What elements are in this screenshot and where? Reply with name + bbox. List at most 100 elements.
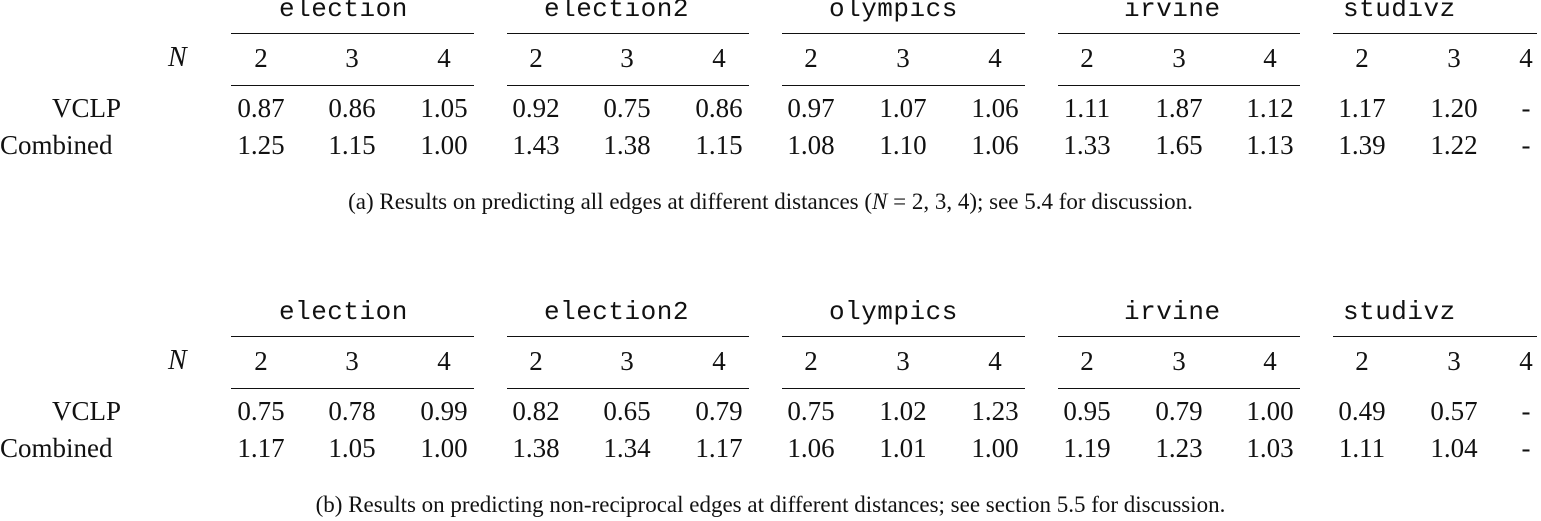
- cmidrule: [507, 336, 749, 338]
- table-cell: 1.17: [237, 433, 285, 463]
- table-cell: 1.15: [695, 130, 743, 160]
- table-cell: 1.87: [1155, 93, 1203, 123]
- table-cell: 1.00: [971, 433, 1019, 463]
- table-cell: 1.17: [1338, 93, 1386, 123]
- n-value: 3: [620, 346, 634, 376]
- table-cell: 1.06: [787, 433, 835, 463]
- table-cell: -: [1521, 93, 1531, 123]
- table-cell: 1.04: [1430, 433, 1478, 463]
- table-cell: 0.82: [512, 396, 560, 426]
- n-value: 2: [804, 43, 818, 73]
- table-cell: 1.07: [879, 93, 927, 123]
- cmidrule: [1058, 33, 1300, 35]
- table-cell: 1.05: [420, 93, 468, 123]
- row-label: Combined: [0, 433, 113, 463]
- cmidrule: [1058, 336, 1300, 338]
- table-cell: 0.65: [603, 396, 651, 426]
- n-value: 3: [1172, 346, 1186, 376]
- table-cell: 1.12: [1246, 93, 1294, 123]
- table-cell: 0.57: [1430, 396, 1478, 426]
- table-cell: 0.87: [237, 93, 285, 123]
- dataset-header: olympics: [829, 0, 958, 24]
- table-cell: 0.95: [1063, 396, 1111, 426]
- cmidrule: [507, 33, 749, 35]
- cmidrule: [231, 85, 474, 87]
- table-cell: 1.65: [1155, 130, 1203, 160]
- n-value: 3: [896, 346, 910, 376]
- table-cell: 0.75: [787, 396, 835, 426]
- n-value: 2: [1080, 346, 1094, 376]
- table-cell: 1.01: [879, 433, 927, 463]
- caption-b: (b) Results on predicting non-reciprocal…: [315, 492, 1226, 517]
- n-value: 2: [254, 346, 268, 376]
- n-value: 3: [345, 43, 359, 73]
- n-value: 2: [1080, 43, 1094, 73]
- n-label: N: [168, 42, 187, 73]
- table-cell: 1.00: [420, 130, 468, 160]
- row-label: VCLP: [52, 93, 122, 123]
- n-value: 4: [1519, 346, 1533, 376]
- table-cell: 1.03: [1246, 433, 1294, 463]
- dataset-header: olympics: [829, 297, 958, 327]
- dataset-header: studivz: [1343, 0, 1456, 24]
- n-value: 3: [1447, 43, 1461, 73]
- table-cell: -: [1521, 130, 1531, 160]
- cmidrule: [231, 33, 474, 35]
- table-cell: 0.78: [328, 396, 376, 426]
- table-cell: 1.33: [1063, 130, 1111, 160]
- dataset-header: studivz: [1343, 297, 1456, 327]
- table-cell: 1.23: [1155, 433, 1203, 463]
- table-cell: 0.79: [1155, 396, 1203, 426]
- n-value: 3: [1447, 346, 1461, 376]
- n-value: 4: [1263, 346, 1277, 376]
- n-value: 2: [1355, 346, 1369, 376]
- cmidrule: [507, 388, 749, 390]
- row-label: VCLP: [52, 396, 122, 426]
- table-cell: 1.38: [603, 130, 651, 160]
- table-cell: 1.06: [971, 93, 1019, 123]
- n-label: N: [168, 345, 187, 376]
- n-value: 2: [529, 43, 543, 73]
- table-cell: 1.02: [879, 396, 927, 426]
- table-cell: 0.75: [237, 396, 285, 426]
- table-cell: 1.17: [695, 433, 743, 463]
- cmidrule: [782, 336, 1025, 338]
- table-cell: 1.08: [787, 130, 835, 160]
- table-cell: 0.92: [512, 93, 560, 123]
- caption-a: (a) Results on predicting all edges at d…: [348, 189, 1193, 214]
- row-label: Combined: [0, 130, 113, 160]
- dataset-header: election2: [544, 297, 689, 327]
- cmidrule: [1058, 388, 1300, 390]
- table-cell: 0.97: [787, 93, 835, 123]
- table-cell: 0.79: [695, 396, 743, 426]
- n-value: 2: [529, 346, 543, 376]
- table-cell: 1.23: [971, 396, 1019, 426]
- cmidrule: [782, 85, 1025, 87]
- dataset-header: election2: [544, 0, 689, 24]
- cmidrule: [231, 388, 474, 390]
- n-value: 4: [1263, 43, 1277, 73]
- dataset-header: irvine: [1124, 0, 1221, 24]
- n-value: 3: [345, 346, 359, 376]
- cmidrule: [782, 33, 1025, 35]
- table-cell: 1.05: [328, 433, 376, 463]
- n-value: 4: [712, 346, 726, 376]
- cmidrule: [1333, 33, 1537, 35]
- table-cell: 1.39: [1338, 130, 1386, 160]
- table-cell: 1.10: [879, 130, 927, 160]
- table-cell: 0.86: [695, 93, 743, 123]
- cmidrule: [231, 336, 474, 338]
- table-cell: 1.11: [1063, 93, 1111, 123]
- table-cell: 1.43: [512, 130, 560, 160]
- table-cell: 1.00: [420, 433, 468, 463]
- table-cell: 0.86: [328, 93, 376, 123]
- cmidrule: [1333, 336, 1537, 338]
- n-value: 3: [896, 43, 910, 73]
- table-cell: 0.99: [420, 396, 468, 426]
- n-value: 4: [988, 346, 1002, 376]
- n-value: 3: [620, 43, 634, 73]
- n-value: 2: [254, 43, 268, 73]
- n-value: 3: [1172, 43, 1186, 73]
- table-cell: 1.15: [328, 130, 376, 160]
- dataset-header: irvine: [1124, 297, 1221, 327]
